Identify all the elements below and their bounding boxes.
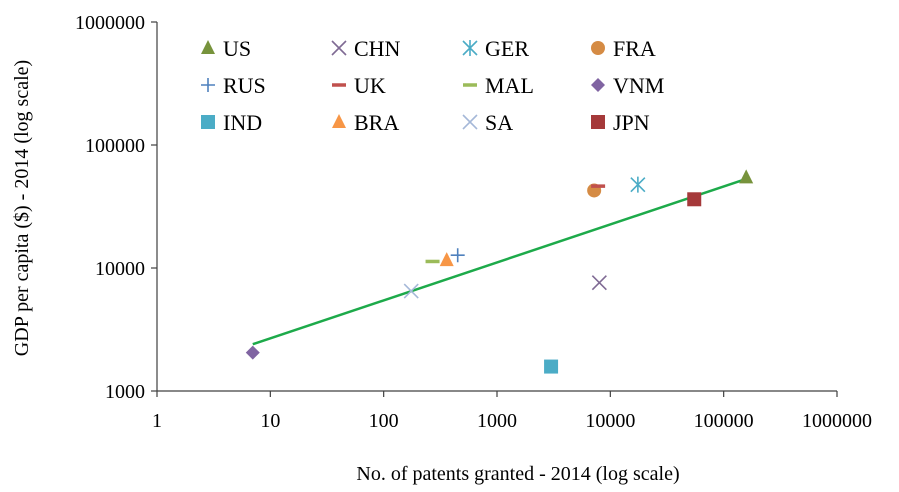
legend-label-jpn: JPN xyxy=(613,110,650,135)
y-axis-ticks: 1000 10000 100000 1000000 xyxy=(75,12,157,403)
legend-label-ger: GER xyxy=(485,36,529,61)
legend-marker-ind xyxy=(201,115,215,129)
legend-label-bra: BRA xyxy=(354,110,399,135)
data-point-vnm xyxy=(245,345,260,360)
legend-marker-fra xyxy=(591,41,605,55)
x-tick-label: 1000000 xyxy=(802,410,872,432)
data-point-jpn xyxy=(687,192,702,207)
legend-marker-us xyxy=(201,40,215,54)
y-tick-label: 1000000 xyxy=(75,12,145,34)
data-points xyxy=(245,169,754,374)
legend-label-rus: RUS xyxy=(223,73,266,98)
legend-marker-chn xyxy=(331,40,347,56)
legend-label-fra: FRA xyxy=(613,36,656,61)
data-point-bra xyxy=(439,252,454,267)
legend-marker-jpn xyxy=(591,115,605,129)
legend-label-sa: SA xyxy=(485,110,513,135)
data-point-rus xyxy=(450,248,465,263)
data-point-us xyxy=(739,169,754,184)
x-tick-label: 10000 xyxy=(585,410,635,432)
legend-label-us: US xyxy=(223,36,251,61)
legend-label-uk: UK xyxy=(354,73,386,98)
x-tick-label: 1000 xyxy=(477,410,517,432)
x-tick-label: 10 xyxy=(260,410,280,432)
x-axis-ticks: 1 10 100 1000 10000 100000 1000000 xyxy=(152,391,872,432)
x-tick-label: 1 xyxy=(152,410,162,432)
y-axis-title: GDP per capita ($) - 2014 (log scale) xyxy=(11,60,33,356)
legend-marker-vnm xyxy=(591,78,605,92)
y-tick-label: 1000 xyxy=(105,381,145,403)
legend-marker-bra xyxy=(332,114,346,128)
legend-label-mal: MAL xyxy=(485,73,534,98)
y-tick-label: 100000 xyxy=(85,135,145,157)
x-tick-label: 100 xyxy=(369,410,399,432)
legend-label-chn: CHN xyxy=(354,36,401,61)
legend-marker-ger xyxy=(462,40,478,56)
data-point-chn xyxy=(591,275,607,291)
legend-marker-sa xyxy=(462,114,478,130)
legend-label-ind: IND xyxy=(223,110,262,135)
trendline xyxy=(252,177,747,346)
legend-label-vnm: VNM xyxy=(613,73,664,98)
data-point-ger xyxy=(630,176,646,193)
legend-marker-rus xyxy=(201,78,215,92)
y-tick-label: 10000 xyxy=(95,258,145,280)
x-axis-title: No. of patents granted - 2014 (log scale… xyxy=(356,463,679,485)
x-tick-label: 100000 xyxy=(694,410,754,432)
legend: US CHN GER FRA RUS UK MAL VNM IND BRA SA JPN xyxy=(201,36,664,135)
data-point-sa xyxy=(403,283,419,299)
data-point-ind xyxy=(544,359,559,374)
